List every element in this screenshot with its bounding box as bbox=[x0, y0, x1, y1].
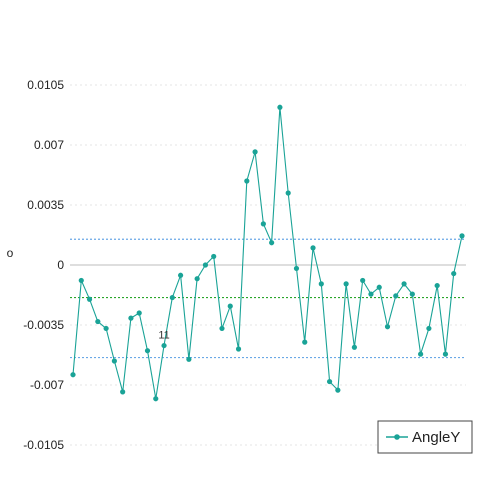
data-point bbox=[153, 396, 159, 402]
data-point bbox=[451, 270, 457, 277]
data-point bbox=[310, 245, 316, 251]
data-point bbox=[269, 240, 275, 246]
data-point bbox=[434, 282, 440, 289]
data-point bbox=[426, 325, 432, 332]
data-point bbox=[235, 346, 242, 352]
series-line-angley bbox=[72, 106, 463, 400]
data-point bbox=[393, 293, 399, 299]
y-tick-label: -0.0105 bbox=[23, 438, 64, 452]
data-point bbox=[202, 262, 209, 268]
annotations: 11 bbox=[158, 330, 169, 342]
data-point bbox=[169, 294, 175, 301]
grid-layer bbox=[70, 84, 466, 446]
data-point bbox=[211, 253, 217, 260]
data-point bbox=[186, 356, 192, 362]
data-point bbox=[318, 281, 324, 287]
data-point bbox=[260, 221, 266, 227]
data-point bbox=[227, 303, 233, 309]
data-point bbox=[401, 281, 407, 287]
legend-label-angley: AngleY bbox=[412, 429, 460, 446]
point-annotation: 11 bbox=[158, 330, 169, 342]
y-tick-label: -0.0035 bbox=[23, 318, 64, 332]
data-point bbox=[244, 178, 250, 184]
data-point bbox=[293, 265, 300, 272]
data-point bbox=[95, 318, 101, 325]
data-point bbox=[161, 342, 167, 349]
reference-lines bbox=[70, 238, 466, 359]
y-tick-label: 0 bbox=[57, 258, 64, 272]
data-point bbox=[136, 310, 142, 316]
y-tick-label: 0.007 bbox=[34, 138, 64, 152]
data-point bbox=[177, 272, 184, 278]
data-point bbox=[277, 104, 283, 110]
data-point bbox=[252, 149, 258, 155]
y-axis-ticks: 0.0105 0.007 0.0035 0 -0.0035 -0.007 -0.0105 bbox=[23, 78, 64, 452]
data-point bbox=[351, 344, 358, 350]
data-point bbox=[409, 291, 415, 297]
data-point bbox=[384, 324, 391, 330]
data-point bbox=[219, 325, 225, 332]
data-point bbox=[335, 387, 341, 393]
data-point bbox=[360, 277, 366, 284]
data-point bbox=[302, 339, 308, 345]
data-point bbox=[194, 276, 200, 282]
data-point bbox=[86, 296, 93, 302]
data-point bbox=[120, 389, 126, 395]
data-point bbox=[285, 190, 291, 196]
data-point bbox=[418, 351, 424, 357]
data-point bbox=[459, 233, 465, 239]
data-point bbox=[111, 358, 117, 364]
data-point bbox=[376, 284, 382, 290]
legend-swatch-marker bbox=[394, 434, 400, 440]
y-tick-label: 0.0035 bbox=[27, 198, 64, 212]
data-point bbox=[326, 378, 333, 385]
y-tick-label: -0.007 bbox=[30, 378, 64, 392]
series-layer bbox=[70, 104, 465, 402]
data-point bbox=[128, 315, 134, 321]
y-axis-label: o bbox=[7, 246, 14, 260]
data-point bbox=[442, 351, 449, 357]
legend[interactable]: AngleY bbox=[377, 420, 473, 454]
data-point bbox=[144, 348, 151, 354]
data-point bbox=[343, 281, 349, 287]
data-point bbox=[103, 325, 109, 332]
y-tick-label: 0.0105 bbox=[27, 78, 64, 92]
data-point bbox=[78, 277, 84, 284]
data-point bbox=[70, 372, 76, 378]
data-point bbox=[368, 291, 374, 297]
